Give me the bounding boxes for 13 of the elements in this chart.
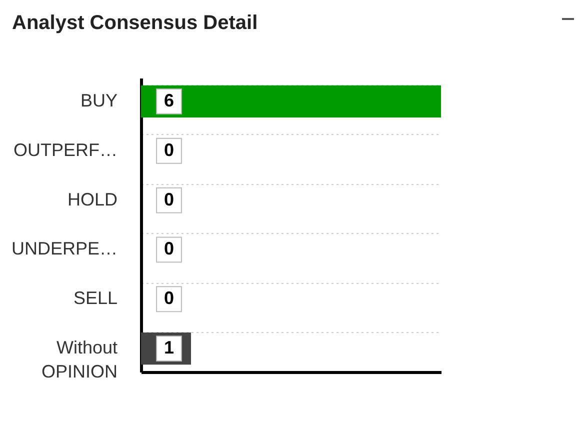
y-tick-label: OUTPERF… bbox=[13, 140, 118, 160]
data-label: 0 bbox=[164, 140, 174, 160]
chart-title: Analyst Consensus Detail bbox=[12, 12, 258, 35]
y-tick-label: SELL bbox=[73, 288, 118, 308]
y-tick-label: BUY bbox=[80, 90, 118, 110]
y-tick-label: Without OPINION bbox=[41, 338, 118, 382]
y-tick-label: UNDERPE… bbox=[11, 238, 118, 259]
y-tick-label: HOLD bbox=[67, 189, 118, 210]
data-label: 0 bbox=[164, 189, 174, 210]
data-label: 1 bbox=[164, 338, 174, 358]
data-label: 0 bbox=[164, 288, 174, 308]
data-label: 6 bbox=[164, 90, 174, 110]
data-label: 0 bbox=[164, 238, 174, 259]
